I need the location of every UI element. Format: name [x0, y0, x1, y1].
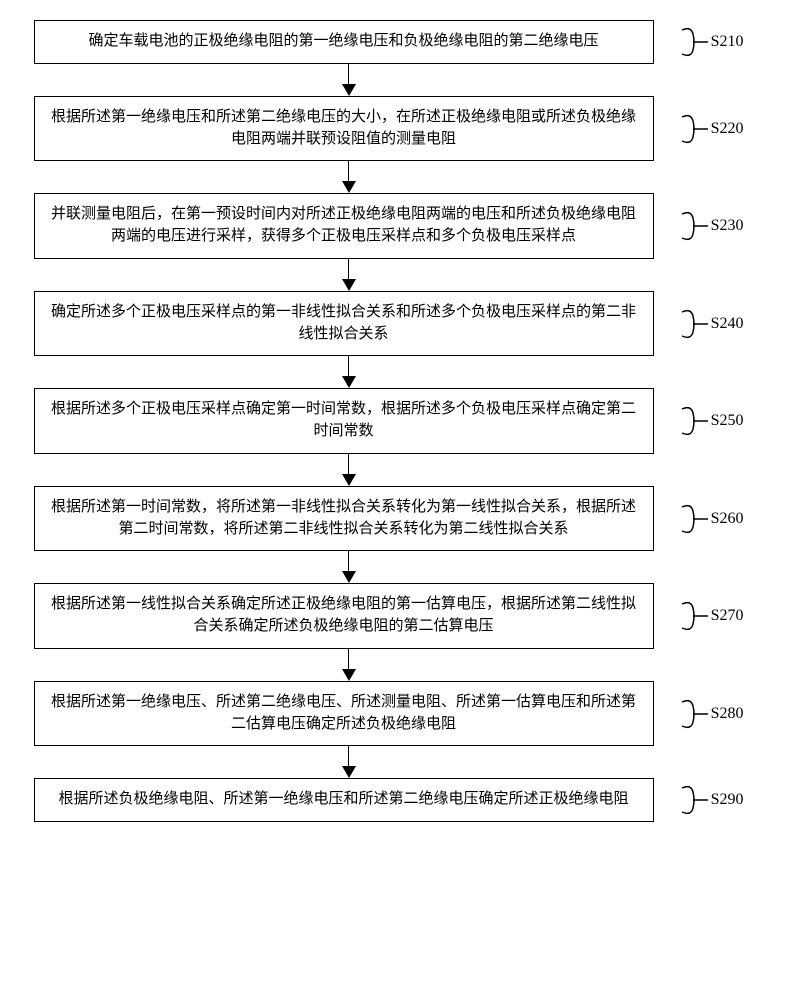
arrow-icon — [342, 356, 356, 388]
arrow-icon — [342, 161, 356, 193]
step-id: S250 — [711, 412, 744, 430]
curly-connector-icon — [681, 306, 709, 342]
arrow-icon — [342, 746, 356, 778]
step-label-cell: S210 — [654, 24, 744, 60]
step-box-s230: 并联测量电阻后，在第一预设时间内对所述正极绝缘电阻两端的电压和所述负极绝缘电阻两… — [34, 193, 654, 259]
curly-connector-icon — [681, 111, 709, 147]
curly-connector-icon — [681, 696, 709, 732]
step-box-s290: 根据所述负极绝缘电阻、所述第一绝缘电压和所述第二绝缘电压确定所述正极绝缘电阻 — [34, 778, 654, 822]
step-row: 根据所述负极绝缘电阻、所述第一绝缘电压和所述第二绝缘电压确定所述正极绝缘电阻 S… — [34, 778, 754, 822]
step-box-s250: 根据所述多个正极电压采样点确定第一时间常数，根据所述多个负极电压采样点确定第二时… — [34, 388, 654, 454]
step-label-cell: S250 — [654, 403, 744, 439]
step-label-cell: S220 — [654, 111, 744, 147]
step-label-cell: S230 — [654, 208, 744, 244]
step-id: S210 — [711, 33, 744, 51]
flowchart-container: 确定车载电池的正极绝缘电阻的第一绝缘电压和负极绝缘电阻的第二绝缘电压 S210 … — [34, 20, 754, 822]
step-id: S230 — [711, 217, 744, 235]
step-row: 确定车载电池的正极绝缘电阻的第一绝缘电压和负极绝缘电阻的第二绝缘电压 S210 — [34, 20, 754, 64]
curly-connector-icon — [681, 403, 709, 439]
step-label-cell: S240 — [654, 306, 744, 342]
step-row: 根据所述多个正极电压采样点确定第一时间常数，根据所述多个负极电压采样点确定第二时… — [34, 388, 754, 454]
step-row: 并联测量电阻后，在第一预设时间内对所述正极绝缘电阻两端的电压和所述负极绝缘电阻两… — [34, 193, 754, 259]
arrow-icon — [342, 64, 356, 96]
step-id: S260 — [711, 510, 744, 528]
step-id: S270 — [711, 607, 744, 625]
step-label-cell: S290 — [654, 782, 744, 818]
step-box-s280: 根据所述第一绝缘电压、所述第二绝缘电压、所述测量电阻、所述第一估算电压和所述第二… — [34, 681, 654, 747]
curly-connector-icon — [681, 782, 709, 818]
step-row: 根据所述第一绝缘电压和所述第二绝缘电压的大小，在所述正极绝缘电阻或所述负极绝缘电… — [34, 96, 754, 162]
step-row: 根据所述第一绝缘电压、所述第二绝缘电压、所述测量电阻、所述第一估算电压和所述第二… — [34, 681, 754, 747]
step-label-cell: S260 — [654, 501, 744, 537]
arrow-icon — [342, 649, 356, 681]
step-label-cell: S280 — [654, 696, 744, 732]
arrow-icon — [342, 551, 356, 583]
step-row: 根据所述第一线性拟合关系确定所述正极绝缘电阻的第一估算电压，根据所述第二线性拟合… — [34, 583, 754, 649]
step-box-s210: 确定车载电池的正极绝缘电阻的第一绝缘电压和负极绝缘电阻的第二绝缘电压 — [34, 20, 654, 64]
step-row: 根据所述第一时间常数，将所述第一非线性拟合关系转化为第一线性拟合关系，根据所述第… — [34, 486, 754, 552]
curly-connector-icon — [681, 598, 709, 634]
curly-connector-icon — [681, 501, 709, 537]
arrow-icon — [342, 259, 356, 291]
step-id: S290 — [711, 791, 744, 809]
step-label-cell: S270 — [654, 598, 744, 634]
curly-connector-icon — [681, 208, 709, 244]
step-box-s260: 根据所述第一时间常数，将所述第一非线性拟合关系转化为第一线性拟合关系，根据所述第… — [34, 486, 654, 552]
step-id: S240 — [711, 315, 744, 333]
arrow-icon — [342, 454, 356, 486]
step-id: S280 — [711, 705, 744, 723]
step-box-s270: 根据所述第一线性拟合关系确定所述正极绝缘电阻的第一估算电压，根据所述第二线性拟合… — [34, 583, 654, 649]
step-box-s220: 根据所述第一绝缘电压和所述第二绝缘电压的大小，在所述正极绝缘电阻或所述负极绝缘电… — [34, 96, 654, 162]
step-row: 确定所述多个正极电压采样点的第一非线性拟合关系和所述多个负极电压采样点的第二非线… — [34, 291, 754, 357]
step-box-s240: 确定所述多个正极电压采样点的第一非线性拟合关系和所述多个负极电压采样点的第二非线… — [34, 291, 654, 357]
curly-connector-icon — [681, 24, 709, 60]
step-id: S220 — [711, 120, 744, 138]
